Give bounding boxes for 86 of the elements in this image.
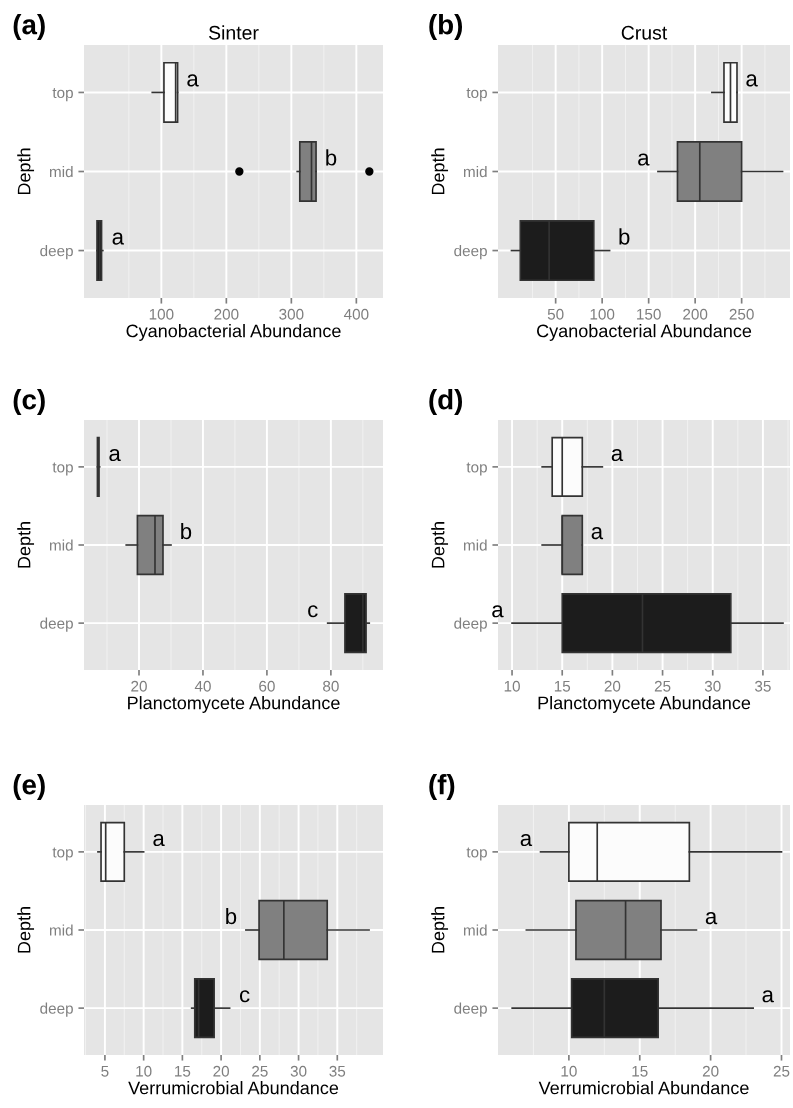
annotation: a [611, 448, 624, 462]
annotation: a [746, 74, 758, 87]
y-tick-label: deep [454, 1002, 487, 1017]
x-tick-label: 35 [329, 1065, 346, 1077]
x-axis-title: Verrumicrobial Abundance [128, 1081, 339, 1095]
y-tick-label: top [466, 462, 487, 476]
text: (d) [429, 389, 463, 415]
x-tick-label: 15 [175, 1065, 191, 1077]
annotation: a [520, 833, 533, 847]
x-tick-label: 25 [654, 680, 671, 692]
annotation: a [109, 448, 121, 462]
y-axis-title: Depth [17, 148, 35, 195]
y-axis-title: Depth [17, 907, 35, 953]
x-tick-label: 100 [149, 308, 174, 320]
y-tick-label: mid [463, 539, 487, 551]
y-tick-label: mid [49, 165, 73, 178]
y-axis-title: Depth [431, 907, 449, 953]
y-axis-title: Depth [17, 522, 35, 568]
x-tick-label: 10 [136, 1065, 152, 1077]
x-tick-label: 30 [704, 680, 721, 692]
y-tick-label: mid [49, 924, 73, 936]
annotation: b [226, 907, 237, 925]
x-tick-label: 20 [213, 1065, 230, 1077]
annotation: b [619, 228, 630, 245]
x-tick-label: 35 [754, 680, 771, 692]
y-tick-label: top [52, 88, 73, 102]
annotation: a [762, 990, 774, 1003]
x-tick-label: 10 [561, 1065, 577, 1077]
y-tick-label: top [466, 847, 487, 861]
y-tick-label: mid [49, 539, 73, 551]
y-tick-label: deep [454, 245, 487, 260]
x-tick-label: 25 [252, 1065, 268, 1077]
x-tick-label: 15 [632, 1065, 648, 1077]
x-tick-label: 150 [637, 308, 661, 320]
x-axis-title: Planctomycete Abundance [128, 696, 340, 713]
x-tick-label: 400 [343, 308, 369, 320]
annotation: c [308, 605, 318, 618]
x-tick-label: 250 [729, 308, 754, 320]
y-tick-label: top [52, 462, 73, 476]
x-tick-label: 200 [683, 308, 708, 320]
x-tick-label: 60 [259, 680, 275, 692]
y-tick-label: top [52, 847, 73, 861]
x-tick-label: 100 [590, 308, 615, 320]
text: (c) [13, 389, 45, 415]
x-tick-label: 80 [323, 680, 339, 692]
x-tick-label: 30 [290, 1065, 307, 1077]
annotation: a [187, 74, 199, 87]
annotation: a [705, 912, 718, 925]
annotation: b [326, 149, 337, 166]
y-tick-label: deep [454, 617, 487, 632]
x-tick-label: 50 [547, 308, 564, 320]
x-tick-label: 20 [604, 680, 621, 692]
x-tick-label: 300 [279, 308, 304, 320]
x-axis-title: Verrumicrobial Abundance [538, 1081, 749, 1095]
chart-title: Crust [621, 25, 668, 40]
annotation: a [492, 605, 504, 618]
y-tick-label: top [466, 88, 487, 102]
y-tick-label: deep [40, 1002, 73, 1017]
x-tick-label: 10 [504, 680, 520, 692]
x-tick-label: 20 [702, 1065, 719, 1077]
y-axis-title: Depth [431, 522, 449, 568]
x-tick-label: 200 [214, 308, 239, 320]
x-tick-label: 20 [131, 680, 147, 692]
text: (b) [429, 14, 463, 40]
x-axis-title: Planctomycete Abundance [538, 696, 751, 713]
text: (a) [13, 14, 45, 40]
annotation: a [638, 153, 650, 166]
x-axis-title: Cyanobacterial Abundance [537, 324, 752, 341]
y-tick-label: deep [40, 245, 73, 260]
y-tick-label: mid [463, 165, 487, 178]
annotation: c [239, 990, 250, 1003]
annotation: a [112, 232, 124, 245]
text: (e) [13, 774, 45, 800]
y-axis-title: Depth [431, 148, 449, 195]
x-tick-label: 15 [554, 680, 571, 692]
x-axis-title: Cyanobacterial Abundance [126, 324, 341, 341]
chart-title: Sinter [208, 25, 259, 40]
x-tick-label: 40 [194, 680, 211, 692]
y-tick-label: deep [40, 617, 73, 632]
annotation: a [591, 527, 604, 540]
annotation: b [181, 522, 192, 540]
y-tick-label: mid [463, 924, 487, 936]
annotation: a [153, 833, 165, 847]
x-tick-label: 5 [101, 1065, 109, 1077]
x-tick-label: 25 [773, 1065, 790, 1077]
text: (f) [429, 774, 455, 800]
